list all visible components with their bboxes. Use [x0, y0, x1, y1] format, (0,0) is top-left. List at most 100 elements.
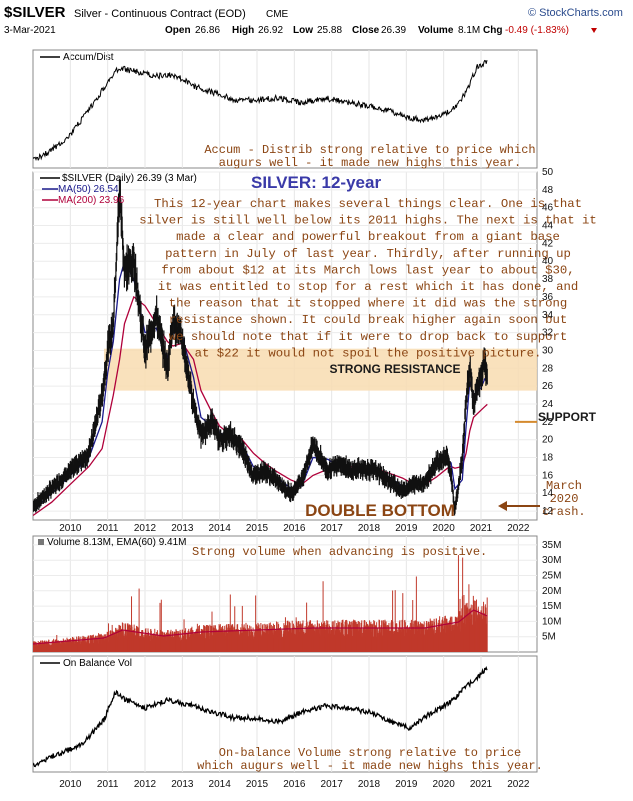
x-tick-label: 2018 — [358, 779, 381, 790]
x-tick-label: 2011 — [97, 523, 119, 534]
support-label: SUPPORT — [538, 410, 597, 424]
open-value: 26.86 — [195, 25, 220, 36]
price-tick-label: 26 — [542, 381, 554, 392]
accum-note-line1: Accum - Distrib strong relative to price… — [204, 143, 535, 157]
obv-grid — [69, 656, 519, 772]
crash-label-line3: crash. — [542, 505, 585, 519]
x-tick-label: 2022 — [507, 523, 530, 534]
price-tick-label: 44 — [542, 221, 554, 232]
volume-value: 8.1M — [458, 25, 480, 36]
price-tick-label: 48 — [542, 185, 554, 196]
chart-header: $SILVER Silver - Continuous Contract (EO… — [4, 4, 623, 36]
commentary-line: it was entitled to stop for a rest which… — [158, 280, 579, 294]
commentary-line: from about $12 at its March lows last ye… — [161, 263, 574, 277]
accum-dist-line — [33, 59, 488, 162]
accum-legend: Accum/Dist — [63, 52, 114, 63]
x-tick-label: 2022 — [507, 779, 530, 790]
commentary-line: pattern in July of last year. Thirdly, a… — [165, 247, 571, 261]
accum-note-line2: augurs well - it made new highs this yea… — [219, 156, 521, 170]
x-tick-label: 2012 — [134, 779, 157, 790]
obv-legend: On Balance Vol — [63, 658, 132, 669]
volume-tick-label: 20M — [542, 586, 561, 597]
exchange-label: CME — [266, 9, 289, 20]
volume-tick-label: 10M — [542, 616, 561, 627]
volume-panel: Volume 8.13M, EMA(60) 9.41M Strong volum… — [32, 535, 561, 653]
volume-tick-label: 35M — [542, 540, 561, 551]
volume-legend-swatch — [38, 539, 44, 545]
price-tick-label: 40 — [542, 256, 554, 267]
commentary-line: made a clear and powerful breakout from … — [176, 230, 560, 244]
x-tick-label: 2010 — [59, 779, 82, 790]
obv-panel-frame — [32, 655, 538, 773]
price-bars — [33, 179, 488, 516]
price-tick-label: 20 — [542, 435, 554, 446]
x-tick-label: 2017 — [321, 779, 344, 790]
crash-label-line1: March — [546, 479, 582, 493]
volume-tick-label: 30M — [542, 555, 561, 566]
x-tick-label: 2016 — [283, 779, 306, 790]
price-legend: $SILVER (Daily) 26.39 (3 Mar) — [62, 173, 197, 184]
x-tick-label: 2014 — [209, 523, 232, 534]
price-tick-label: 32 — [542, 328, 554, 339]
x-tick-label: 2019 — [395, 523, 418, 534]
low-label: Low — [293, 25, 313, 36]
low-value: 25.88 — [317, 25, 342, 36]
x-tick-label: 2019 — [395, 779, 418, 790]
commentary-line: we should note that if it were to drop b… — [169, 330, 567, 344]
volume-tick-label: 5M — [542, 632, 556, 643]
symbol-label: $SILVER — [4, 4, 66, 21]
price-tick-label: 14 — [542, 488, 554, 499]
ma50-legend: MA(50) 26.54 — [58, 184, 119, 195]
commentary-line: This 12-year chart makes several things … — [154, 197, 582, 211]
volume-tick-label: 25M — [542, 571, 561, 582]
chg-label: Chg — [483, 25, 502, 36]
obv-line — [33, 665, 488, 768]
x-tick-label: 2013 — [171, 779, 194, 790]
x-tick-label: 2021 — [470, 523, 493, 534]
x-tick-label: 2021 — [470, 779, 493, 790]
price-panel: $SILVER (Daily) 26.39 (3 Mar) MA(50) 26.… — [32, 167, 597, 534]
price-tick-label: 46 — [542, 203, 554, 214]
resistance-zone — [104, 348, 537, 391]
high-label: High — [232, 25, 254, 36]
obv-note-line1: On-balance Volume strong relative to pri… — [219, 746, 521, 760]
price-tick-label: 42 — [542, 238, 554, 249]
obv-panel: On Balance Vol On-balance Volume strong … — [32, 655, 543, 790]
x-tick-label: 2013 — [171, 523, 194, 534]
price-tick-label: 36 — [542, 292, 554, 303]
price-tick-label: 34 — [542, 310, 554, 321]
price-tick-label: 12 — [542, 506, 554, 517]
resistance-label: STRONG RESISTANCE — [329, 362, 460, 376]
obv-note-line2: which augurs well - it made new highs th… — [197, 759, 543, 773]
chart-title: SILVER: 12-year — [251, 173, 381, 192]
x-tick-label: 2010 — [59, 523, 82, 534]
accum-dist-panel: Accum/Dist Accum - Distrib strong relati… — [32, 49, 538, 170]
x-tick-label: 2017 — [321, 523, 344, 534]
price-tick-label: 28 — [542, 363, 554, 374]
volume-ema-line — [33, 609, 488, 645]
open-label: Open — [165, 25, 191, 36]
bottom-x-axis: 2010 2011 2012 2013 2014 2015 2016 2017 2018 2019… — [59, 779, 530, 790]
volume-note: Strong volume when advancing is positive… — [192, 545, 487, 559]
commentary-block: This 12-year chart makes several things … — [139, 197, 597, 360]
volume-axis: 5M 10M 15M 20M 25M 30M 35M — [542, 540, 561, 643]
volume-label: Volume — [418, 25, 454, 36]
commentary-line: silver is still well below its 2011 high… — [139, 214, 597, 228]
price-tick-label: 38 — [542, 274, 554, 285]
close-value: 26.39 — [381, 25, 406, 36]
x-tick-label: 2011 — [97, 779, 119, 790]
price-x-axis: 2010 2011 2012 2013 2014 2015 2016 2017 2018 2019… — [59, 523, 530, 534]
price-tick-label: 18 — [542, 453, 554, 464]
x-tick-label: 2018 — [358, 523, 381, 534]
crash-arrow-icon — [498, 501, 540, 511]
down-arrow-icon — [591, 28, 597, 33]
price-tick-label: 16 — [542, 470, 554, 481]
date-label: 3-Mar-2021 — [4, 25, 56, 36]
x-tick-label: 2020 — [433, 523, 456, 534]
price-tick-label: 30 — [542, 345, 554, 356]
double-bottom-label: DOUBLE BOTTOM — [305, 501, 455, 520]
x-tick-label: 2016 — [283, 523, 306, 534]
x-tick-label: 2015 — [246, 779, 269, 790]
accum-grid — [69, 50, 519, 168]
